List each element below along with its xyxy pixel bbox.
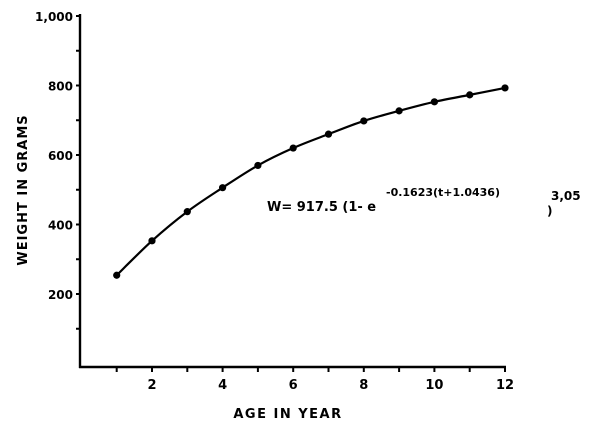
x-tick-label: 6 xyxy=(289,378,298,393)
data-point xyxy=(395,107,403,115)
equation-close: ) xyxy=(547,204,552,218)
data-point xyxy=(113,271,121,279)
y-tick-label: 800 xyxy=(48,80,73,94)
data-point xyxy=(466,91,474,99)
x-tick-label: 8 xyxy=(359,378,368,393)
data-points xyxy=(113,84,509,279)
y-tick-label: 200 xyxy=(48,288,73,302)
data-point xyxy=(430,98,438,106)
data-point xyxy=(254,161,262,170)
y-tick-label: 600 xyxy=(48,149,73,163)
axes xyxy=(76,14,506,372)
equation-annotation: W= 917.5 (1- e -0.1623(t+1.0436) ) 3,05 xyxy=(267,186,581,218)
x-tick-label: 4 xyxy=(218,378,227,393)
equation-exponent: -0.1623(t+1.0436) xyxy=(386,186,500,199)
data-point xyxy=(501,84,509,92)
equation-power: 3,05 xyxy=(551,189,581,203)
y-axis-label: WEIGHT IN GRAMS xyxy=(16,114,31,265)
data-point xyxy=(324,130,333,138)
data-point xyxy=(289,144,297,152)
y-tick-label: 400 xyxy=(48,219,73,233)
data-point xyxy=(219,184,227,192)
y-tick-labels: 200 400 600 800 1,000 xyxy=(35,10,73,302)
x-tick-label: 2 xyxy=(147,378,156,393)
data-point xyxy=(148,237,156,245)
x-axis-label: AGE IN YEAR xyxy=(233,407,342,422)
fitted-curve xyxy=(115,86,506,277)
x-tick-label: 12 xyxy=(496,378,514,393)
x-tick-labels: 2 4 6 8 10 12 xyxy=(147,378,514,393)
equation-prefix: W= 917.5 (1- e xyxy=(267,200,376,215)
data-point xyxy=(360,117,368,125)
data-point xyxy=(183,208,191,216)
y-tick-label: 1,000 xyxy=(35,10,73,24)
x-tick-label: 10 xyxy=(425,378,443,393)
